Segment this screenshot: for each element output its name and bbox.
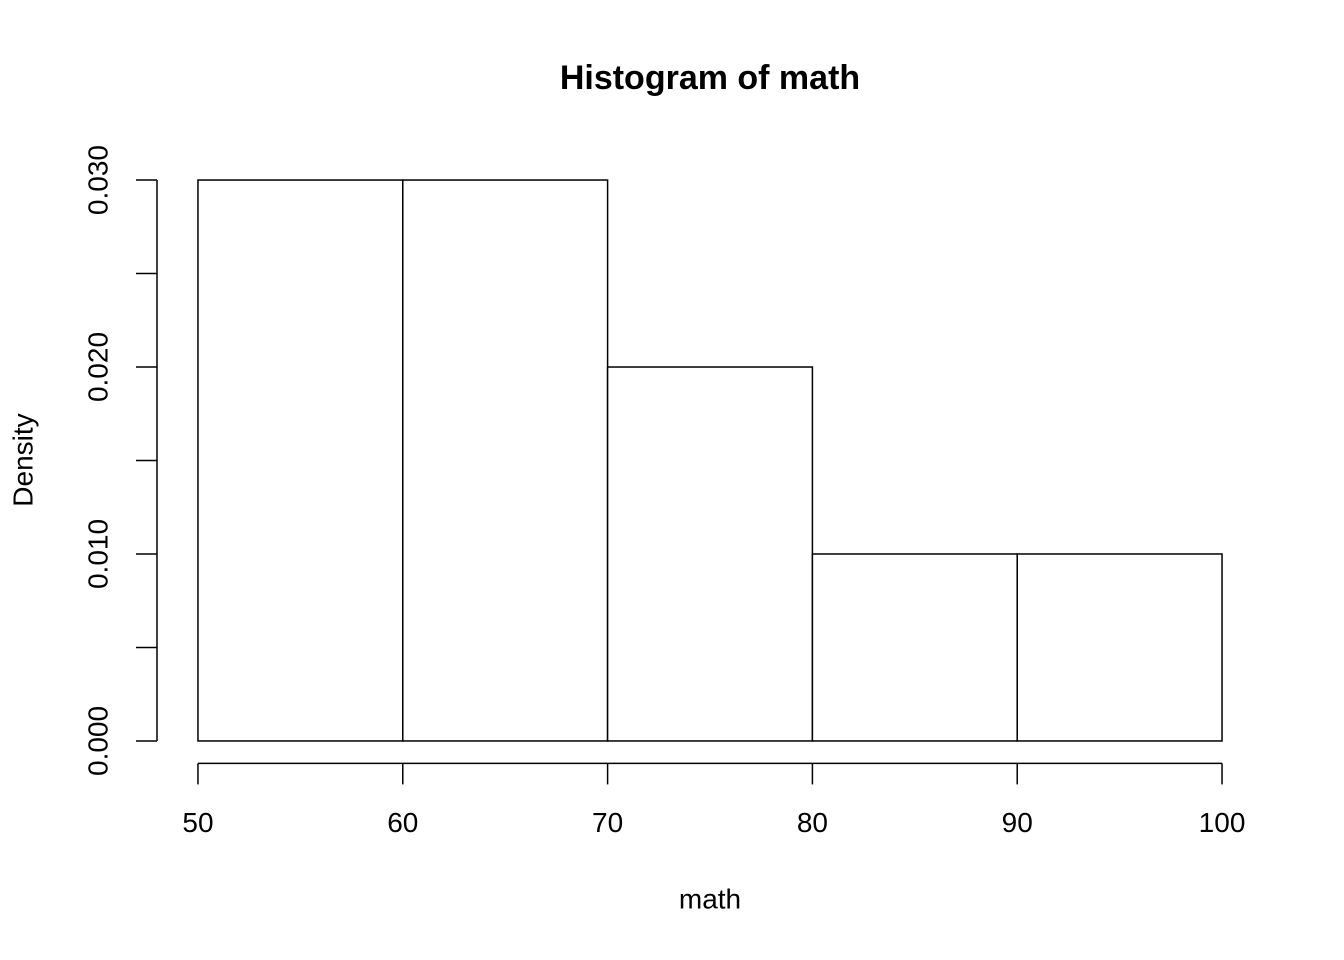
y-tick-label: 0.030 [82,145,113,215]
x-tick-label: 50 [182,807,213,838]
bar [811,553,1018,742]
chart-title: Histogram of math [560,59,860,97]
bar [606,366,814,742]
x-axis-label: math [679,883,741,914]
x-tick-label: 100 [1199,807,1246,838]
y-tick-label: 0.000 [82,706,113,776]
x-tick-label: 70 [592,807,623,838]
y-tick-label: 0.010 [82,519,113,589]
y-axis-label: Density [7,413,38,506]
x-tick-label: 80 [797,807,828,838]
x-tick-label: 60 [387,807,418,838]
x-tick-label: 90 [1002,807,1033,838]
bar [402,179,609,742]
y-tick-label: 0.020 [82,332,113,402]
bar [1016,553,1223,742]
bar [197,179,404,742]
